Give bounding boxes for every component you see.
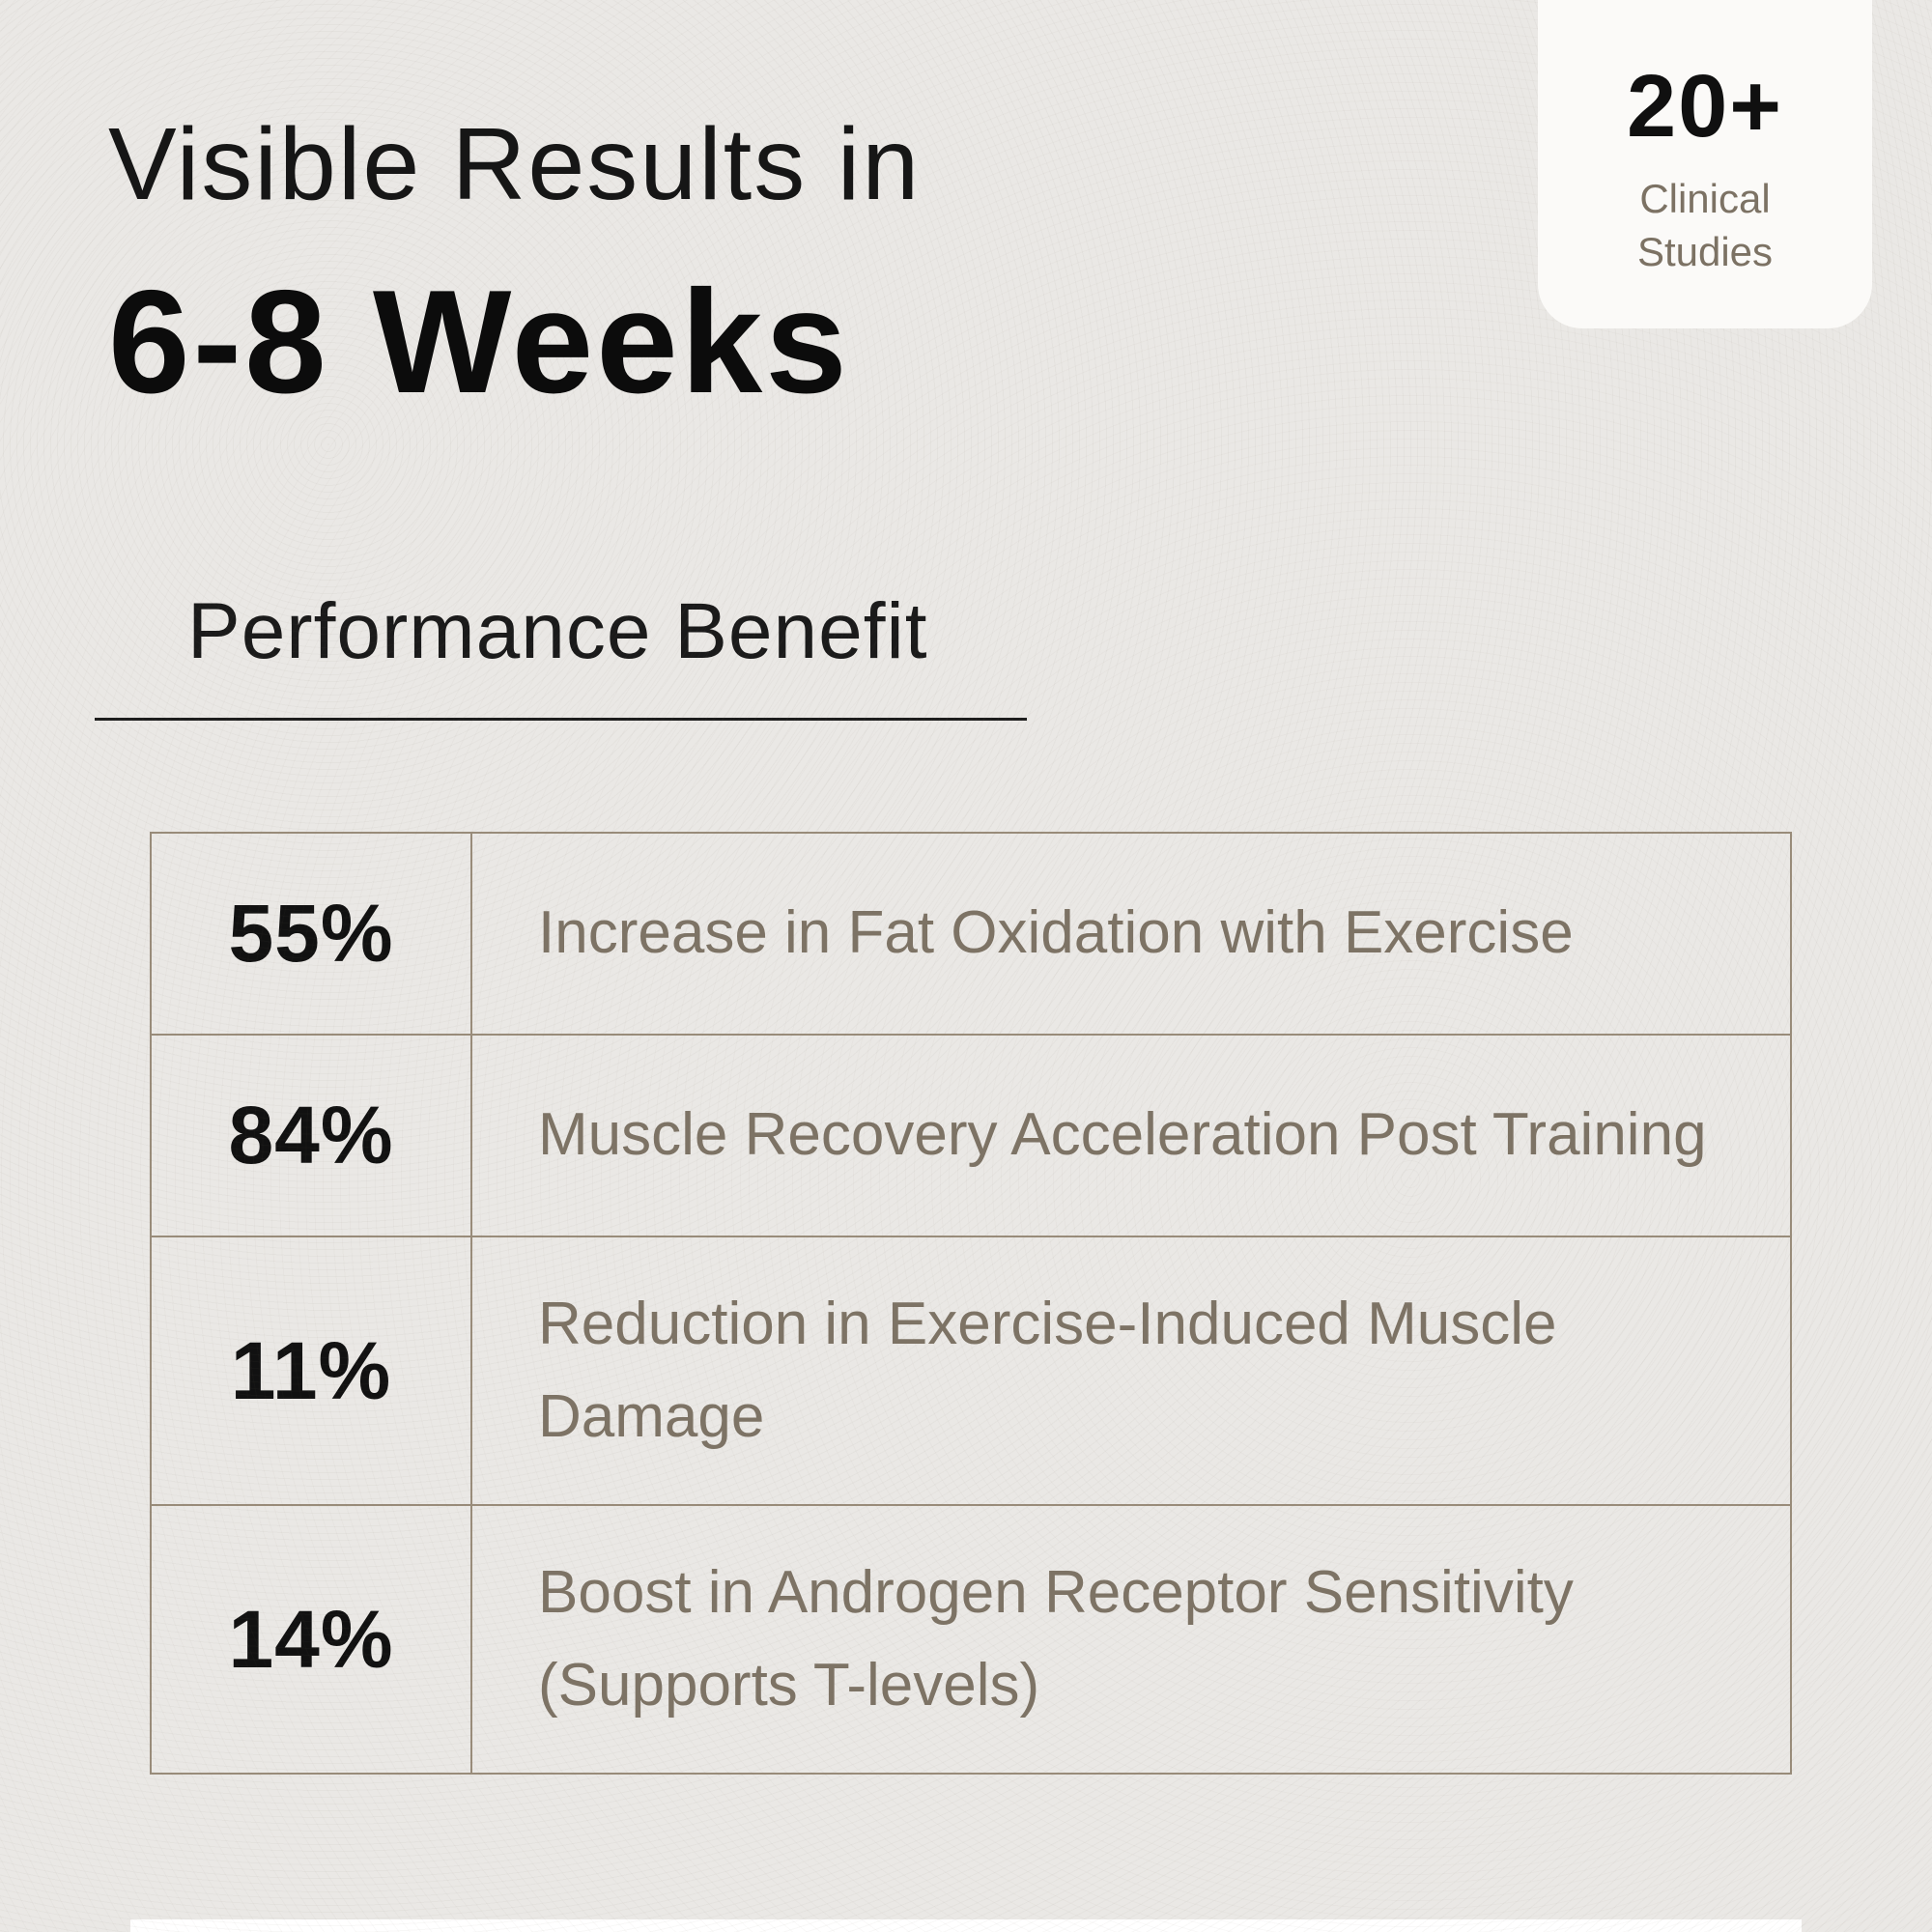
badge-value: 20+ — [1626, 57, 1784, 156]
table-row: 11% Reduction in Exercise-Induced Muscle … — [152, 1237, 1790, 1507]
page-title-line2: 6-8 Weeks — [108, 260, 850, 424]
header: Visible Results in 6-8 Weeks 20+ Clinica… — [0, 0, 1932, 427]
badge-label: Clinical Studies — [1636, 176, 1774, 274]
benefit-percent: 84% — [152, 1036, 472, 1236]
table-row: 84% Muscle Recovery Acceleration Post Tra… — [152, 1036, 1790, 1237]
benefit-percent: 14% — [152, 1506, 472, 1774]
table-row: 55% Increase in Fat Oxidation with Exerci… — [152, 834, 1790, 1036]
benefit-description: Boost in Androgen Receptor Sensitivity (… — [538, 1559, 1574, 1719]
benefit-table: 55% Increase in Fat Oxidation with Exerci… — [150, 832, 1792, 1776]
page-title-line1: Visible Results in — [108, 107, 922, 221]
footer-bar: Backed by studies: Spiering et al., Krae… — [130, 1919, 1802, 1932]
clinical-studies-badge: 20+ Clinical Studies — [1538, 0, 1872, 329]
table-row: 14% Boost in Androgen Receptor Sensitivit… — [152, 1506, 1790, 1774]
benefit-description: Increase in Fat Oxidation with Exercise — [538, 899, 1574, 967]
section-heading: Performance Benefit — [187, 587, 928, 675]
benefit-percent: 55% — [152, 834, 472, 1034]
benefit-description: Muscle Recovery Acceleration Post Traini… — [538, 1101, 1707, 1169]
section-heading-wrap: Performance Benefit — [95, 586, 1027, 721]
benefit-percent: 11% — [152, 1237, 472, 1505]
benefit-description: Reduction in Exercise-Induced Muscle Dam… — [538, 1291, 1557, 1451]
